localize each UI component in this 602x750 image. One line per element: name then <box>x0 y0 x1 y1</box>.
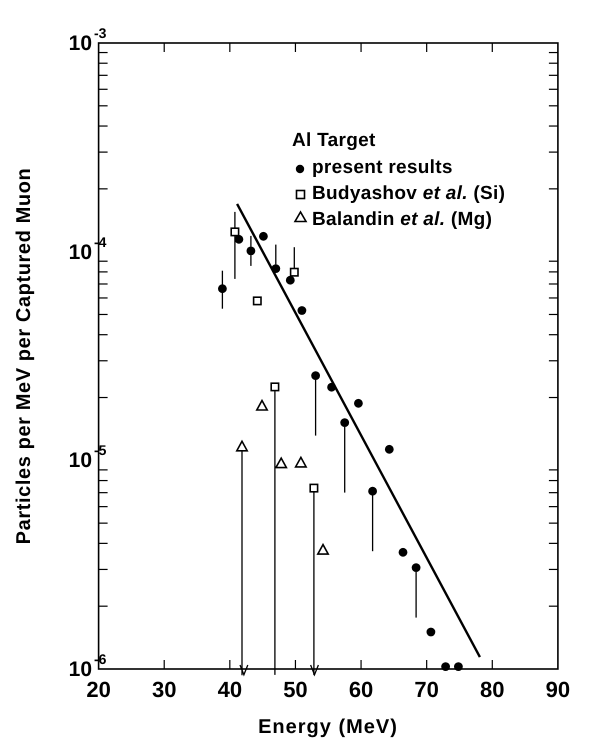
svg-text:10: 10 <box>69 241 92 264</box>
svg-text:40: 40 <box>218 677 242 702</box>
svg-text:Particles per MeV per Captured: Particles per MeV per Captured Muon <box>13 168 35 545</box>
svg-text:90: 90 <box>546 677 570 702</box>
svg-text:present results: present results <box>312 157 453 178</box>
svg-text:Balandin et al. (Mg): Balandin et al. (Mg) <box>312 209 492 230</box>
svg-text:80: 80 <box>480 677 504 702</box>
svg-text:60: 60 <box>349 677 373 702</box>
svg-text:50: 50 <box>283 677 307 702</box>
svg-text:Budyashov et al. (Si): Budyashov et al. (Si) <box>312 183 505 204</box>
svg-text:-5: -5 <box>94 442 107 458</box>
svg-text:-6: -6 <box>94 651 107 667</box>
svg-text:-3: -3 <box>94 25 107 41</box>
svg-text:30: 30 <box>152 677 176 702</box>
svg-text:Energy (MeV): Energy (MeV) <box>258 716 398 738</box>
svg-text:10: 10 <box>69 32 92 55</box>
svg-text:10: 10 <box>69 658 92 681</box>
svg-text:Al Target: Al Target <box>292 130 376 151</box>
svg-text:-4: -4 <box>94 234 107 250</box>
svg-text:70: 70 <box>414 677 438 702</box>
svg-text:10: 10 <box>69 449 92 472</box>
